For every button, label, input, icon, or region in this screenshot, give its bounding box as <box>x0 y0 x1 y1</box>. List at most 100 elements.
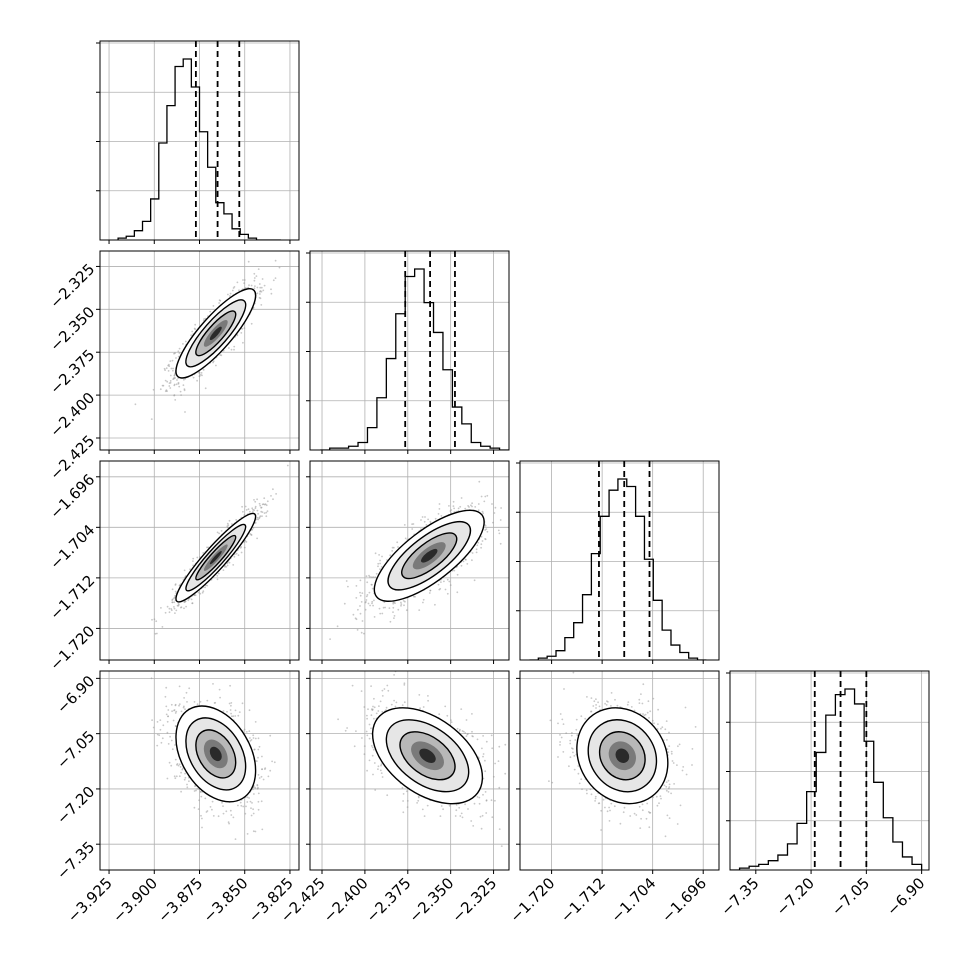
scatter-point <box>259 293 261 295</box>
scatter-point <box>242 342 244 344</box>
scatter-point <box>201 372 203 374</box>
scatter-point <box>492 522 494 524</box>
scatter-point <box>169 608 171 610</box>
scatter-point <box>225 566 227 568</box>
scatter-point <box>487 531 489 533</box>
scatter-point <box>379 568 381 570</box>
scatter-point <box>270 495 272 497</box>
scatter-point <box>213 305 215 307</box>
scatter-point <box>483 501 485 503</box>
scatter-point <box>357 609 359 611</box>
panel-frame <box>310 251 509 450</box>
scatter-point <box>183 379 185 381</box>
scatter-point <box>369 605 371 607</box>
scatter-point <box>157 721 159 723</box>
scatter-point <box>403 604 405 606</box>
scatter-point <box>255 522 257 524</box>
scatter-point <box>242 511 244 513</box>
scatter-point <box>228 347 230 349</box>
y-tick-label: −1.704 <box>46 521 98 573</box>
scatter-point <box>185 341 187 343</box>
scatter-point <box>411 528 413 530</box>
scatter-point <box>362 620 364 622</box>
panel-0-0 <box>96 41 299 244</box>
scatter-point <box>165 612 167 614</box>
scatter-point <box>246 509 248 511</box>
scatter-point <box>198 799 200 801</box>
scatter-point <box>396 541 398 543</box>
scatter-point <box>346 580 348 582</box>
scatter-point <box>270 288 272 290</box>
scatter-point <box>264 285 266 287</box>
scatter-point <box>263 497 265 499</box>
scatter-point <box>500 507 502 509</box>
scatter-point <box>271 293 273 295</box>
scatter-point <box>180 791 182 793</box>
scatter-point <box>248 797 250 799</box>
scatter-point <box>155 633 157 635</box>
scatter-point <box>231 523 233 525</box>
scatter-point <box>154 618 156 620</box>
scatter-point <box>400 602 402 604</box>
scatter-point <box>188 780 190 782</box>
scatter-point <box>478 503 480 505</box>
scatter-point <box>337 625 339 627</box>
scatter-point <box>174 377 176 379</box>
scatter-point <box>429 590 431 592</box>
scatter-point <box>170 380 172 382</box>
scatter-point <box>379 560 381 562</box>
scatter-point <box>359 592 361 594</box>
scatter-point <box>230 702 232 704</box>
scatter-point <box>372 605 374 607</box>
scatter-point <box>169 762 171 764</box>
scatter-point <box>190 334 192 336</box>
scatter-point <box>453 570 455 572</box>
scatter-point <box>169 360 171 362</box>
scatter-point <box>361 601 363 603</box>
scatter-point <box>183 607 185 609</box>
scatter-point <box>244 327 246 329</box>
scatter-point <box>172 599 174 601</box>
scatter-point <box>169 387 171 389</box>
scatter-point <box>393 547 395 549</box>
scatter-point <box>369 592 371 594</box>
scatter-point <box>356 618 358 620</box>
scatter-point <box>184 570 186 572</box>
scatter-point <box>365 609 367 611</box>
scatter-point <box>233 346 235 348</box>
scatter-point <box>240 547 242 549</box>
scatter-point <box>187 599 189 601</box>
scatter-point <box>257 517 259 519</box>
y-tick-label: −1.712 <box>46 572 98 624</box>
scatter-point <box>430 521 432 523</box>
scatter-point <box>484 538 486 540</box>
density-layer <box>329 481 520 640</box>
scatter-point <box>235 519 237 521</box>
scatter-point <box>390 621 392 623</box>
scatter-point <box>171 609 173 611</box>
scatter-point <box>219 299 221 301</box>
scatter-point <box>367 594 369 596</box>
scatter-point <box>237 282 239 284</box>
scatter-point <box>243 282 245 284</box>
scatter-point <box>242 279 244 281</box>
scatter-point <box>192 558 194 560</box>
scatter-point <box>448 505 450 507</box>
scatter-point <box>194 701 196 703</box>
scatter-point <box>218 533 220 535</box>
scatter-point <box>174 352 176 354</box>
scatter-point <box>265 512 267 514</box>
scatter-point <box>215 365 217 367</box>
scatter-point <box>177 605 179 607</box>
scatter-point <box>233 349 235 351</box>
scatter-point <box>231 349 233 351</box>
scatter-point <box>422 602 424 604</box>
scatter-point <box>256 275 258 277</box>
scatter-point <box>450 584 452 586</box>
scatter-point <box>264 512 266 514</box>
panel-2-2 <box>516 461 719 664</box>
scatter-point <box>249 709 251 711</box>
scatter-point <box>448 581 450 583</box>
scatter-point <box>371 576 373 578</box>
